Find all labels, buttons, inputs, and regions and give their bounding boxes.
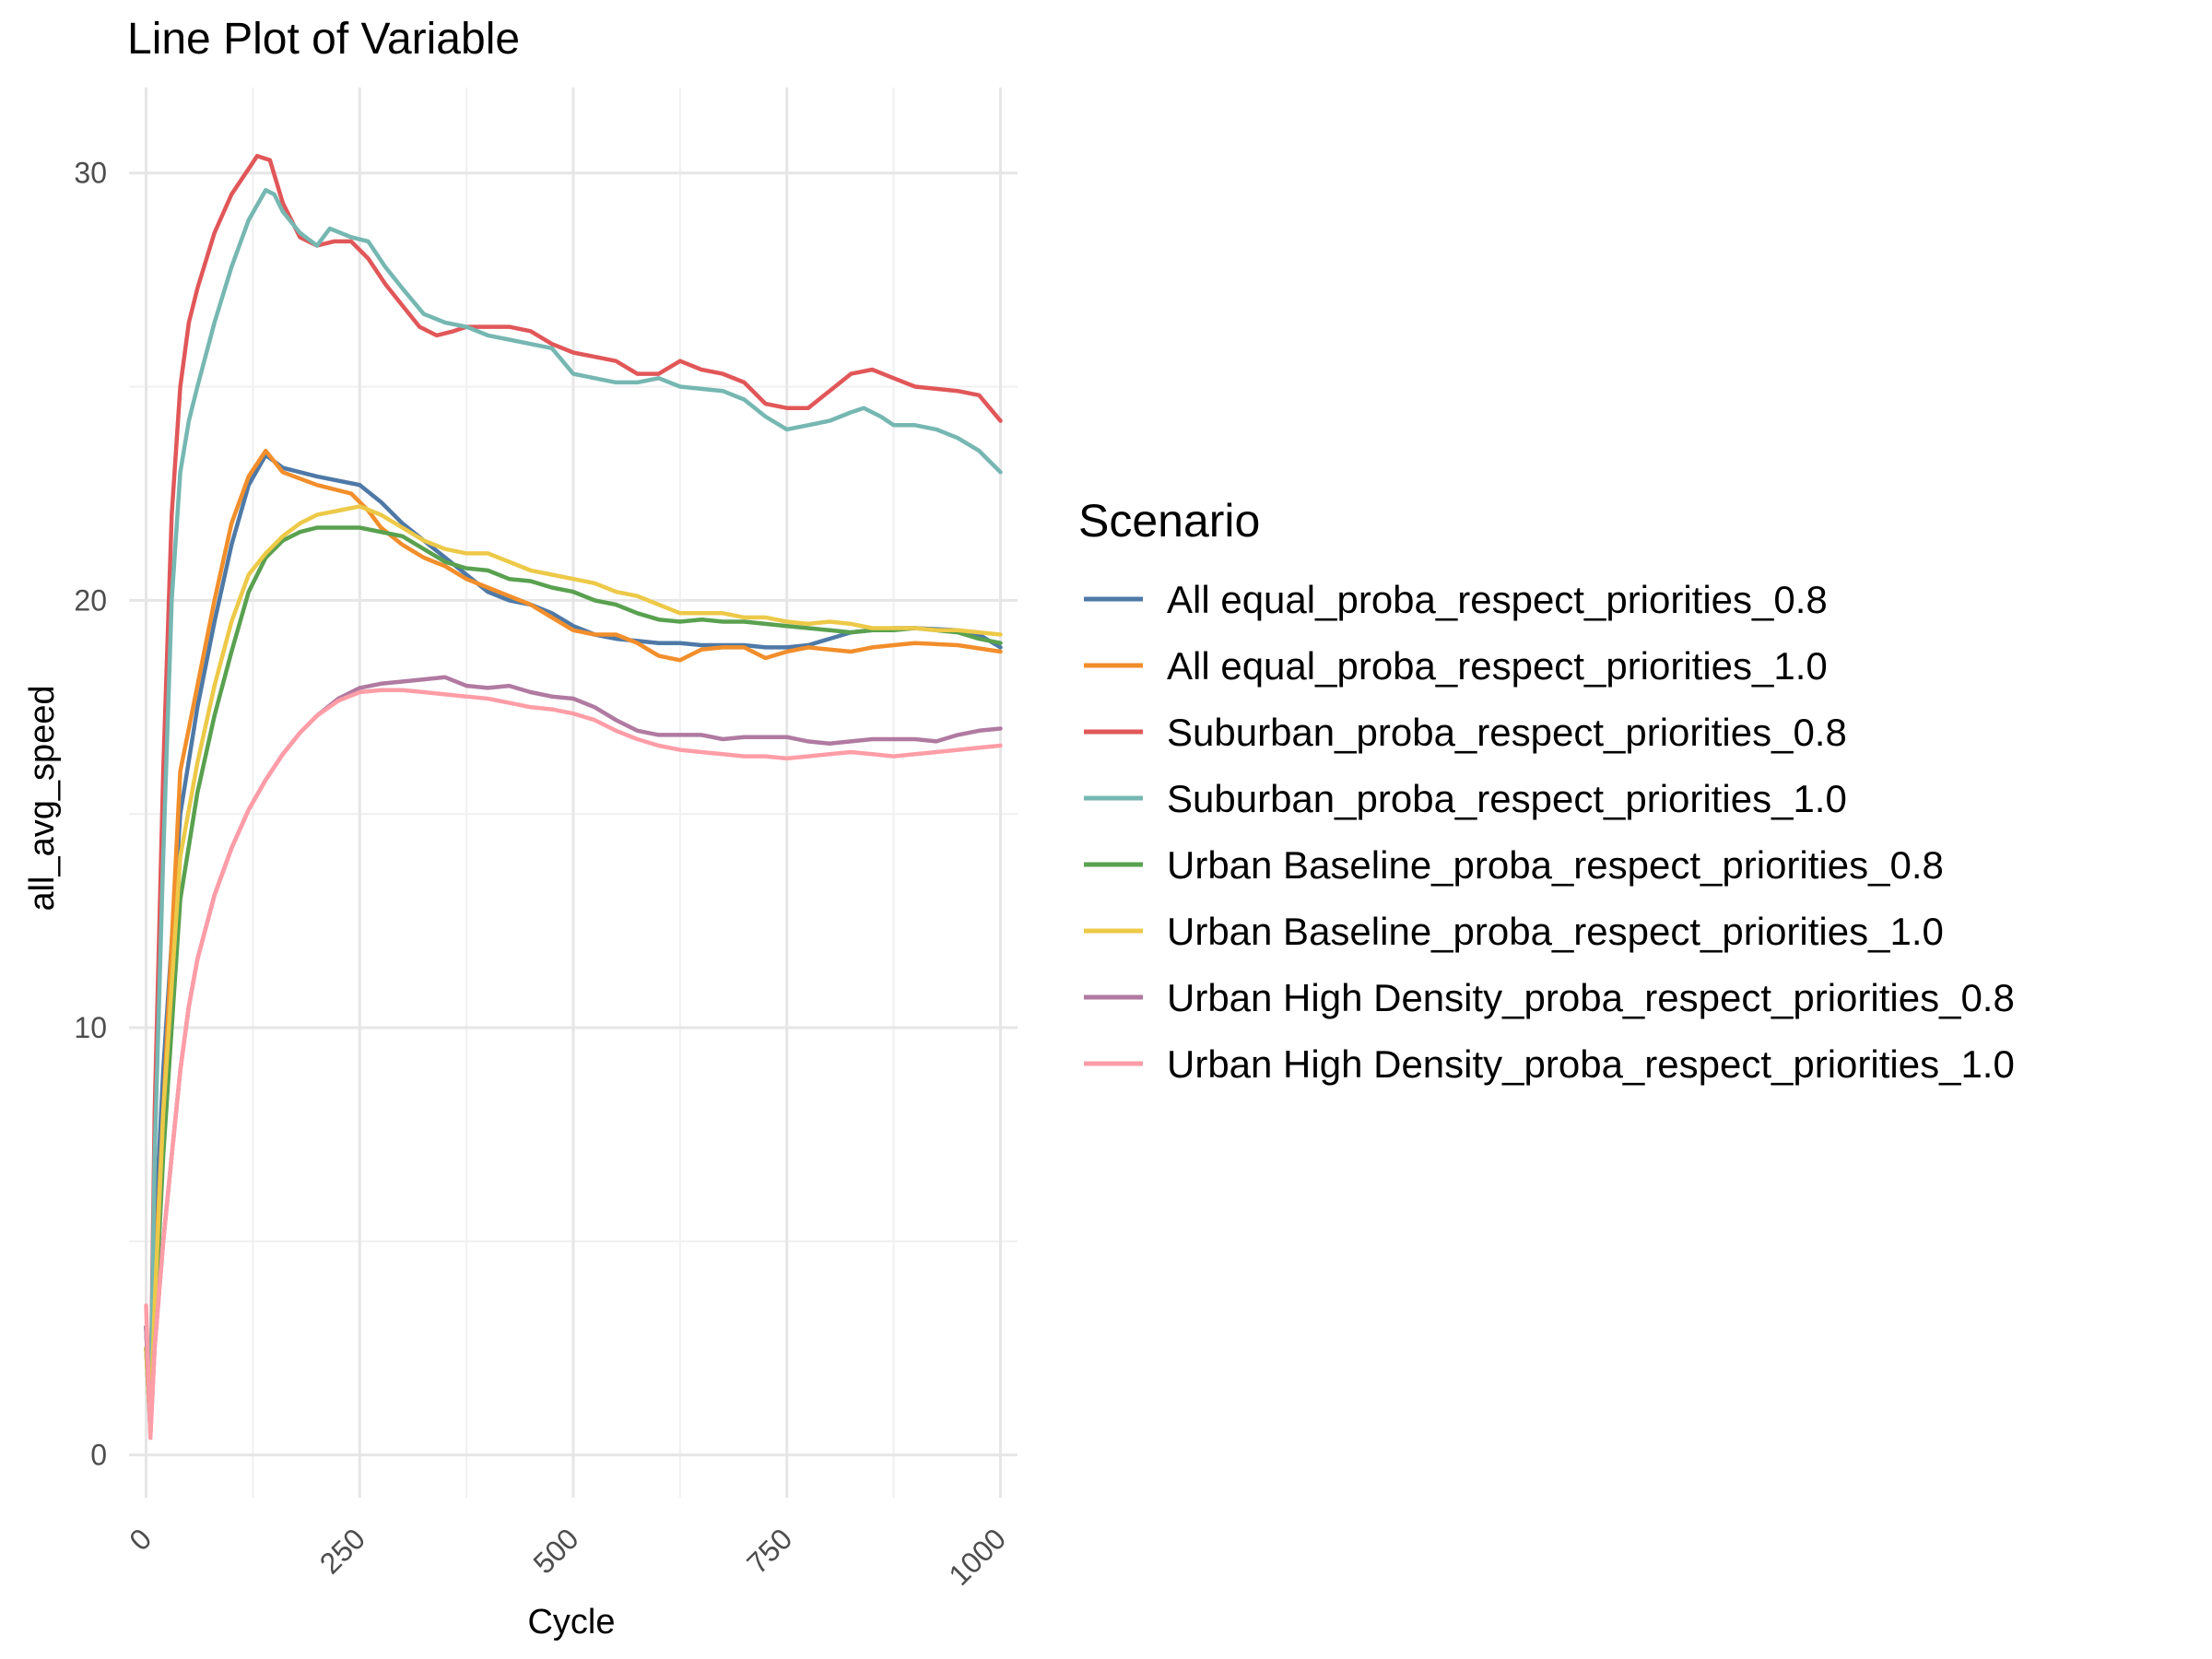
major-gridlines — [129, 88, 1018, 1498]
series-line — [144, 188, 1003, 1415]
y-tick-label: 30 — [74, 157, 107, 190]
legend-entry-label: Urban Baseline_proba_respect_priorities_… — [1167, 843, 1944, 887]
legend: Scenario All equal_proba_respect_priorit… — [1078, 495, 2015, 1086]
chart-title: Line Plot of Variable — [127, 15, 520, 64]
series-line — [144, 525, 1003, 1432]
y-axis-tick-labels: 0 10 20 30 — [74, 157, 107, 1472]
legend-entry-label: Urban Baseline_proba_respect_priorities_… — [1167, 910, 1944, 953]
x-axis-label: Cycle — [527, 1603, 615, 1641]
series-lines — [144, 153, 1003, 1441]
y-tick-label: 0 — [90, 1439, 107, 1472]
legend-entry-label: Suburban_proba_respect_priorities_1.0 — [1167, 777, 1847, 820]
legend-entry-label: Urban High Density_proba_respect_priorit… — [1167, 1042, 2015, 1086]
legend-entry-label: All equal_proba_respect_priorities_1.0 — [1167, 644, 1828, 688]
y-tick-label: 20 — [74, 583, 107, 617]
y-tick-label: 10 — [74, 1011, 107, 1044]
legend-entry-label: Urban High Density_proba_respect_priorit… — [1167, 976, 2015, 1019]
legend-entry-label: Suburban_proba_respect_priorities_0.8 — [1167, 711, 1847, 754]
series-line — [144, 153, 1003, 1415]
y-axis-label: all_avg_speed — [23, 685, 62, 911]
series-line — [144, 504, 1003, 1432]
legend-entry-label: All equal_proba_respect_priorities_0.8 — [1167, 578, 1828, 621]
series-line — [144, 688, 1003, 1441]
series-line — [144, 448, 1003, 1432]
legend-title: Scenario — [1078, 495, 1260, 547]
